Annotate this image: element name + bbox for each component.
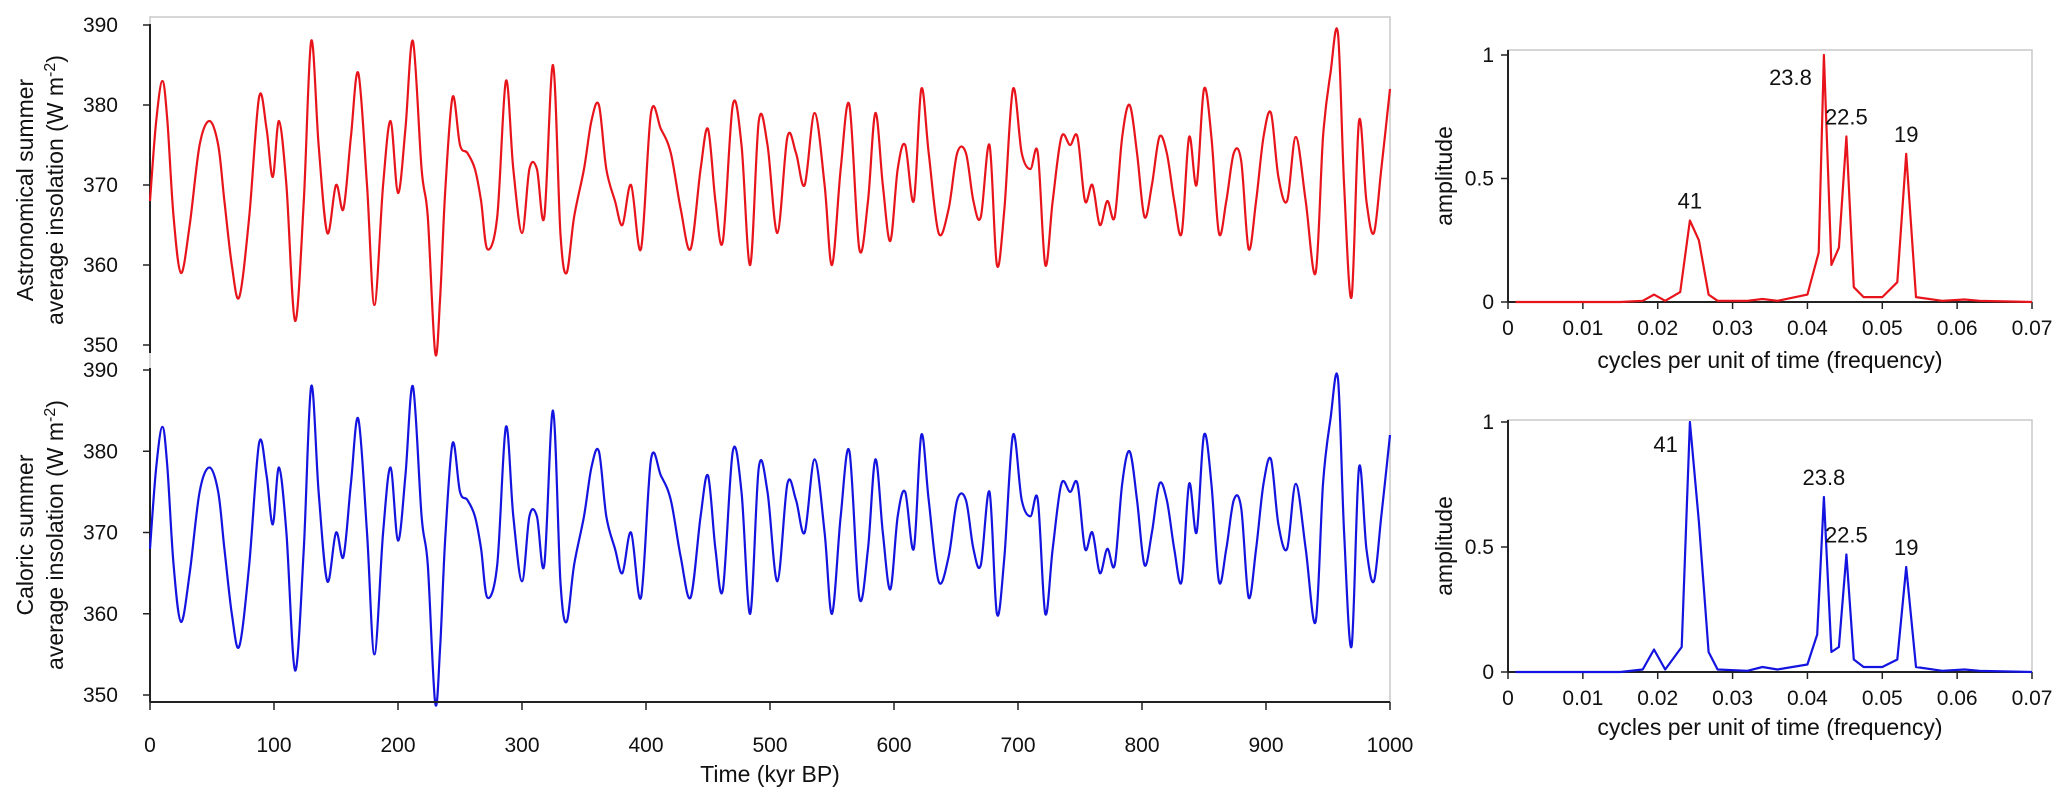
astronomical-spectrum-x-tick-label: 0.04: [1787, 317, 1828, 340]
caloric-spectrum-y-tick-label: 1: [1482, 411, 1494, 434]
astronomical-spectrum-peak-label: 19: [1894, 122, 1918, 147]
time-x-tick-label: 100: [256, 734, 291, 757]
astronomical-spectrum-x-axis-title: cycles per unit of time (frequency): [1597, 347, 1942, 373]
caloric-spectrum-frame: [1507, 419, 2033, 673]
caloric-spectrum-peak-labels: 41 23.8 22.5 19: [1653, 432, 1918, 560]
astronomical-spectrum-y-tick-label: 0: [1482, 291, 1494, 314]
time-x-tick-label: 400: [628, 734, 663, 757]
caloric-y-tick-label: 390: [83, 359, 118, 382]
astronomical-spectrum-line: [1515, 53, 2033, 304]
caloric-spectrum-x-tick-label: 0.06: [1937, 687, 1978, 710]
astronomical-spectrum-peak-label: 22.5: [1825, 105, 1868, 130]
astronomical-spectrum-x-tick-label: 0.02: [1637, 317, 1678, 340]
caloric-y-tick-label: 360: [83, 603, 118, 626]
time-x-tick-label: 900: [1248, 734, 1283, 757]
caloric-y-axis: 350 360 370 380 390 Caloric summer average i…: [12, 359, 151, 707]
caloric-y-axis-units: average insolation (W m-2): [42, 400, 68, 670]
caloric-spectrum-y-tick-label: 0.5: [1465, 536, 1494, 559]
astronomical-spectrum-x-tick-label: 0: [1502, 317, 1514, 340]
astronomical-y-tick-label: 390: [83, 14, 118, 37]
caloric-spectrum-x-tick-label: 0.05: [1862, 687, 1903, 710]
caloric-spectrum-panel: 0 0.01 0.02 0.03 0.04 0.05 0.06 0.07 0 0.5 1 41 23.…: [1431, 411, 2052, 740]
caloric-y-units-close: ): [42, 400, 68, 408]
time-x-tick-label: 800: [1124, 734, 1159, 757]
astronomical-spectrum-y-axis-title: amplitude: [1431, 126, 1457, 226]
astronomical-spectrum-x-tick-label: 0.01: [1562, 317, 1603, 340]
time-x-tick-label: 500: [752, 734, 787, 757]
caloric-spectrum-x-tick-label: 0.07: [2012, 687, 2053, 710]
caloric-y-axis-title: Caloric summer: [12, 454, 38, 615]
astronomical-spectrum-peak-labels: 41 23.8 22.5 19: [1678, 65, 1919, 213]
astronomical-insolation-line: [148, 27, 1392, 357]
caloric-spectrum-x-tick-label: 0.04: [1787, 687, 1828, 710]
caloric-y-tick-label: 380: [83, 440, 118, 463]
astronomical-spectrum-x-tick-label: 0.05: [1862, 317, 1903, 340]
caloric-spectrum-x-tick-label: 0.01: [1562, 687, 1603, 710]
astronomical-y-tick-label: 350: [83, 334, 118, 357]
astronomical-y-units-close: ): [42, 55, 68, 63]
astronomical-spectrum-x-tick-label: 0.06: [1937, 317, 1978, 340]
astronomical-y-tick-label: 380: [83, 94, 118, 117]
caloric-spectrum-peak-label: 19: [1894, 535, 1918, 560]
caloric-spectrum-y-axis-title: amplitude: [1431, 496, 1457, 596]
caloric-y-ticks: 350 360 370 380 390: [83, 359, 150, 707]
caloric-spectrum-x-tick-label: 0.03: [1712, 687, 1753, 710]
time-x-tick-label: 0: [144, 734, 156, 757]
astronomical-y-ticks: 350 360 370 380 390: [83, 14, 150, 357]
time-x-tick-label: 200: [380, 734, 415, 757]
astronomical-spectrum-peak-label: 41: [1678, 188, 1702, 213]
caloric-y-tick-label: 370: [83, 522, 118, 545]
astronomical-spectrum-ticks: 0 0.01 0.02 0.03 0.04 0.05 0.06 0.07 0 0.5 1: [1465, 44, 2053, 340]
caloric-spectrum-x-tick-label: 0: [1502, 687, 1514, 710]
time-x-axis: 0 100 200 300 400 500 600 700 800 900 1000 Time (k…: [144, 701, 1413, 787]
time-x-axis-title: Time (kyr BP): [700, 761, 840, 787]
caloric-spectrum-x-axis-title: cycles per unit of time (frequency): [1597, 714, 1942, 740]
astronomical-y-units-superscript: -2: [42, 63, 59, 77]
caloric-spectrum-peak-label: 22.5: [1825, 523, 1868, 548]
caloric-y-units-superscript: -2: [42, 408, 59, 422]
astronomical-spectrum-x-tick-label: 0.07: [2012, 317, 2053, 340]
astronomical-spectrum-y-tick-label: 0.5: [1465, 168, 1494, 191]
caloric-insolation-line: [148, 372, 1392, 707]
astronomical-y-tick-label: 360: [83, 254, 118, 277]
astronomical-y-axis-title: Astronomical summer: [12, 78, 38, 301]
caloric-spectrum-peak-label: 23.8: [1802, 465, 1845, 490]
astronomical-y-axis: 350 360 370 380 390 Astronomical summer aver…: [12, 14, 151, 357]
time-x-tick-label: 600: [876, 734, 911, 757]
time-x-tick-label: 1000: [1367, 734, 1414, 757]
astronomical-y-units-text: average insolation (W m: [42, 77, 68, 325]
time-x-tick-label: 700: [1000, 734, 1035, 757]
astronomical-spectrum-x-tick-label: 0.03: [1712, 317, 1753, 340]
astronomical-y-tick-label: 370: [83, 174, 118, 197]
time-series-panel: 350 360 370 380 390 Astronomical summer aver…: [12, 14, 1413, 787]
time-series-plot-frame: [149, 16, 1391, 703]
astronomical-y-axis-units: average insolation (W m-2): [42, 55, 68, 325]
caloric-spectrum-line: [1515, 420, 2033, 674]
caloric-spectrum-x-tick-label: 0.02: [1637, 687, 1678, 710]
caloric-spectrum-peak-label: 41: [1653, 432, 1677, 457]
caloric-y-units-text: average insolation (W m: [42, 422, 68, 670]
astronomical-spectrum-y-tick-label: 1: [1482, 44, 1494, 67]
caloric-spectrum-ticks: 0 0.01 0.02 0.03 0.04 0.05 0.06 0.07 0 0.5 1: [1465, 411, 2053, 710]
caloric-spectrum-y-tick-label: 0: [1482, 661, 1494, 684]
time-x-tick-label: 300: [504, 734, 539, 757]
time-x-ticks: 0 100 200 300 400 500 600 700 800 900 1000: [144, 702, 1413, 757]
caloric-y-tick-label: 350: [83, 684, 118, 707]
astronomical-spectrum-peak-label: 23.8: [1769, 65, 1812, 90]
astronomical-spectrum-panel: 0 0.01 0.02 0.03 0.04 0.05 0.06 0.07 0 0.5 1 41 23.…: [1431, 44, 2052, 373]
